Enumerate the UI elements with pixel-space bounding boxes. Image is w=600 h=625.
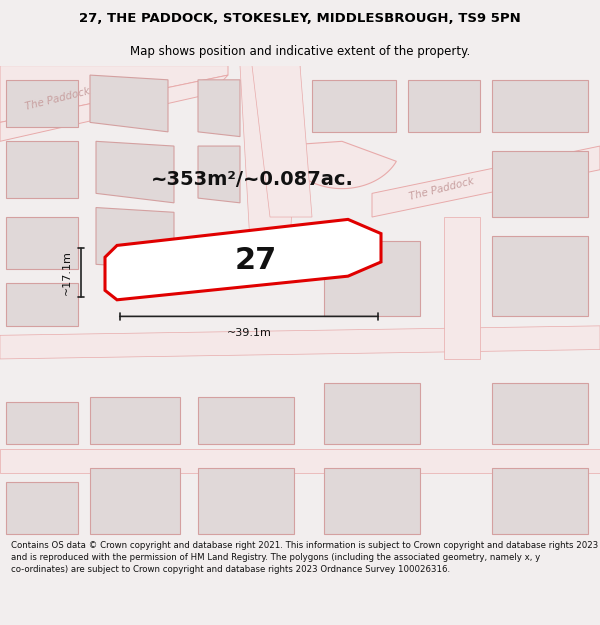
Polygon shape [252,66,312,217]
Bar [198,468,294,534]
Text: 27: 27 [235,246,277,275]
Polygon shape [240,66,300,279]
Polygon shape [0,66,228,122]
Polygon shape [90,75,168,132]
Bar [198,397,294,444]
Text: The Paddock: The Paddock [408,176,475,201]
Text: Map shows position and indicative extent of the property.: Map shows position and indicative extent… [130,45,470,58]
Bar [324,382,420,444]
Bar [492,236,588,316]
Bar [6,141,78,198]
Polygon shape [282,141,397,189]
Bar [6,217,78,269]
Bar [90,468,180,534]
Bar [492,151,588,217]
Text: Contains OS data © Crown copyright and database right 2021. This information is : Contains OS data © Crown copyright and d… [11,541,598,574]
Bar [324,468,420,534]
Bar [6,80,78,127]
Polygon shape [96,141,174,203]
Polygon shape [198,146,240,203]
Text: ~39.1m: ~39.1m [227,328,271,338]
Bar [6,482,78,534]
Polygon shape [0,449,600,472]
Bar [408,80,480,132]
Polygon shape [444,217,480,359]
Bar [90,397,180,444]
Bar [6,401,78,444]
Polygon shape [0,75,228,141]
Text: 27, THE PADDOCK, STOKESLEY, MIDDLESBROUGH, TS9 5PN: 27, THE PADDOCK, STOKESLEY, MIDDLESBROUG… [79,12,521,25]
Polygon shape [105,219,381,300]
Bar [324,241,420,316]
Polygon shape [198,80,240,137]
Bar [6,283,78,326]
Bar [492,80,588,132]
Text: The Paddock: The Paddock [24,86,91,112]
Bar [492,468,588,534]
Text: ~17.1m: ~17.1m [62,250,72,295]
Bar [492,382,588,444]
Polygon shape [372,146,600,217]
Polygon shape [0,326,600,359]
Polygon shape [96,208,174,269]
Bar [312,80,396,132]
Text: ~353m²/~0.087ac.: ~353m²/~0.087ac. [151,169,353,189]
